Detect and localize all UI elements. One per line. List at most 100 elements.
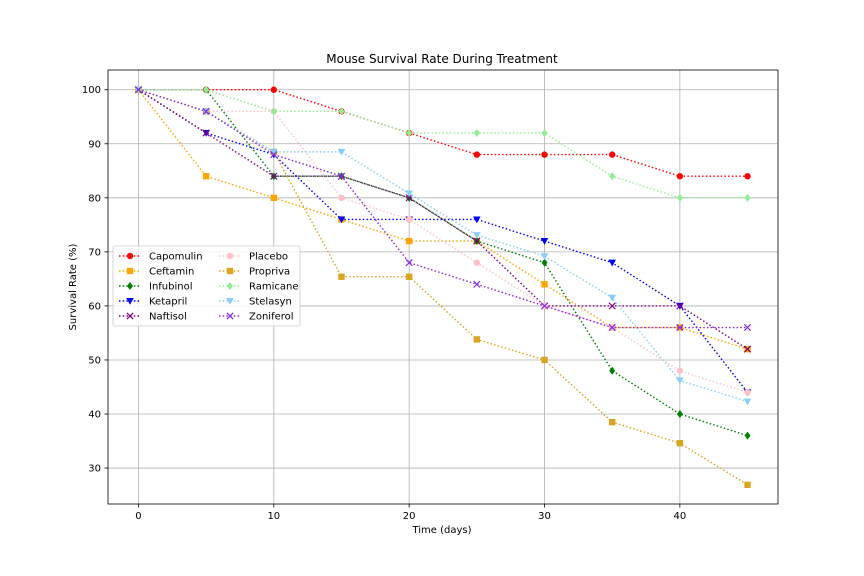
point-ceftamin-4 bbox=[405, 237, 413, 245]
point-capomulin-9 bbox=[744, 173, 751, 180]
point-capomulin-6 bbox=[541, 151, 548, 158]
chart-title: Mouse Survival Rate During Treatment bbox=[326, 52, 558, 66]
legend-box bbox=[112, 245, 301, 327]
point-ramicane-5 bbox=[473, 128, 480, 137]
legend-marker-infubinol bbox=[127, 282, 133, 290]
point-placebo-8 bbox=[676, 367, 684, 374]
legend: Capomulin Ceftamin Infubinol Ketapril Naftis… bbox=[112, 245, 301, 327]
point-propriva-7 bbox=[608, 418, 616, 426]
point-zoniferol-6 bbox=[540, 302, 549, 310]
legend-label-propriva: Propriva bbox=[249, 267, 290, 278]
point-ceftamin-1 bbox=[202, 173, 210, 180]
legend-label-infubinol: Infubinol bbox=[149, 282, 193, 293]
series-layer bbox=[134, 85, 752, 489]
legend-label-zoniferol: Zoniferol bbox=[249, 312, 294, 323]
legend-label-naftisol: Naftisol bbox=[149, 312, 187, 323]
point-ramicane-3 bbox=[338, 107, 345, 116]
point-ramicane-2 bbox=[270, 107, 277, 116]
point-zoniferol-4 bbox=[405, 259, 413, 267]
point-naftisol-8 bbox=[676, 302, 684, 310]
series-line-ceftamin bbox=[137, 89, 748, 350]
y-tick-label-6: 90 bbox=[88, 139, 101, 150]
legend-entry-propriva: Propriva bbox=[219, 267, 290, 278]
point-ketapril-7 bbox=[608, 259, 616, 267]
point-stelasyn-6 bbox=[540, 253, 549, 260]
legend-entry-ketapril: Ketapril bbox=[119, 297, 187, 308]
point-zoniferol-2 bbox=[270, 150, 278, 159]
point-propriva-6 bbox=[541, 356, 548, 364]
y-tick-label-3: 60 bbox=[88, 301, 101, 312]
grid-layer bbox=[108, 70, 778, 504]
point-ceftamin-6 bbox=[541, 281, 548, 288]
legend-entry-infubinol: Infubinol bbox=[119, 282, 193, 293]
point-placebo-3 bbox=[338, 194, 345, 202]
series-line-ramicane bbox=[138, 89, 748, 199]
y-tick-label-2: 50 bbox=[88, 355, 101, 366]
y-tick-label-1: 40 bbox=[88, 410, 101, 421]
point-ramicane-9 bbox=[744, 193, 751, 202]
legend-marker-naftisol bbox=[126, 312, 134, 320]
point-stelasyn-2 bbox=[270, 148, 278, 156]
y-axis-label: Survival Rate (%) bbox=[68, 243, 79, 330]
point-infubinol-7 bbox=[609, 366, 616, 375]
point-ketapril-6 bbox=[540, 238, 549, 245]
point-capomulin-8 bbox=[676, 173, 684, 180]
legend-entry-naftisol: Naftisol bbox=[119, 312, 187, 323]
point-placebo-4 bbox=[405, 216, 413, 223]
point-stelasyn-4 bbox=[405, 190, 413, 198]
legend-marker-zoniferol bbox=[226, 312, 234, 320]
point-propriva-8 bbox=[676, 439, 684, 447]
legend-entry-ceftamin: Ceftamin bbox=[119, 267, 194, 278]
legend-label-capomulin: Capomulin bbox=[149, 252, 203, 263]
point-ramicane-1 bbox=[203, 85, 210, 94]
y-tick-label-5: 80 bbox=[88, 193, 101, 204]
series-line-capomulin bbox=[138, 89, 748, 177]
legend-entry-ramicane: Ramicane bbox=[219, 282, 299, 293]
point-naftisol-7 bbox=[608, 302, 616, 310]
legend-marker-stelasyn bbox=[226, 298, 234, 305]
point-infubinol-8 bbox=[676, 410, 683, 419]
point-zoniferol-0 bbox=[134, 86, 143, 94]
legend-marker-capomulin bbox=[126, 252, 134, 260]
point-infubinol-9 bbox=[744, 431, 751, 440]
point-placebo-9 bbox=[744, 389, 751, 396]
point-ketapril-3 bbox=[337, 216, 346, 224]
point-stelasyn-8 bbox=[676, 377, 684, 385]
point-propriva-4 bbox=[405, 273, 413, 280]
point-naftisol-2 bbox=[270, 172, 278, 180]
point-capomulin-2 bbox=[270, 86, 278, 93]
series-line-zoniferol bbox=[138, 89, 748, 329]
point-ramicane-6 bbox=[541, 128, 548, 137]
point-naftisol-5 bbox=[473, 237, 481, 245]
point-naftisol-1 bbox=[202, 129, 210, 137]
point-ramicane-8 bbox=[676, 193, 683, 202]
point-stelasyn-3 bbox=[337, 148, 346, 156]
legend-entry-capomulin: Capomulin bbox=[119, 252, 203, 263]
point-zoniferol-8 bbox=[676, 323, 684, 332]
point-propriva-5 bbox=[473, 336, 481, 343]
point-ketapril-5 bbox=[473, 216, 481, 224]
point-infubinol-6 bbox=[541, 258, 548, 267]
legend-marker-ceftamin bbox=[126, 267, 134, 275]
point-capomulin-7 bbox=[608, 151, 616, 158]
plot-frame bbox=[107, 69, 779, 505]
legend-label-stelasyn: Stelasyn bbox=[249, 297, 292, 308]
legend-entry-placebo: Placebo bbox=[219, 252, 288, 263]
point-zoniferol-3 bbox=[337, 172, 346, 180]
point-naftisol-4 bbox=[405, 194, 413, 202]
point-zoniferol-5 bbox=[473, 280, 481, 288]
legend-entry-stelasyn: Stelasyn bbox=[219, 297, 292, 308]
point-zoniferol-7 bbox=[608, 323, 616, 332]
legend-marker-ketapril bbox=[126, 298, 134, 305]
x-tick-label-2: 20 bbox=[403, 511, 416, 522]
x-tick-label-4: 40 bbox=[674, 511, 687, 522]
series-line-stelasyn bbox=[138, 89, 748, 403]
series-zoniferol bbox=[134, 86, 752, 332]
point-capomulin-5 bbox=[473, 151, 481, 158]
legend-marker-ramicane bbox=[227, 282, 233, 290]
point-stelasyn-5 bbox=[473, 232, 481, 239]
point-zoniferol-1 bbox=[202, 107, 210, 115]
point-propriva-9 bbox=[744, 481, 751, 489]
legend-label-ceftamin: Ceftamin bbox=[149, 267, 194, 278]
point-stelasyn-7 bbox=[608, 294, 616, 302]
